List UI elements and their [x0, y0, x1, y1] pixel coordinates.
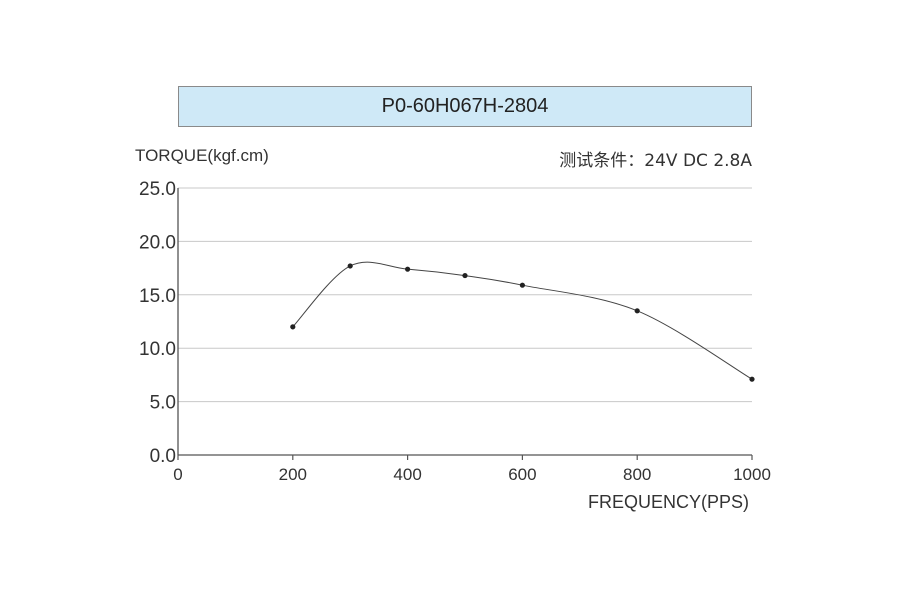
x-tick-label: 1000	[733, 465, 771, 484]
x-axis-label: FREQUENCY(PPS)	[587, 492, 749, 512]
y-tick-label: 5.0	[150, 393, 176, 414]
axes	[177, 188, 753, 460]
y-tick-label: 0.0	[150, 446, 176, 467]
data-series	[290, 261, 755, 382]
x-tick-label: 0	[173, 465, 182, 484]
chart-title: P0-60H067H-2804	[178, 86, 752, 127]
data-point	[519, 282, 526, 288]
series-line	[292, 261, 753, 380]
x-tick-labels: 0 200 400 600 800 1000	[173, 465, 771, 484]
y-axis-label: TORQUE(kgf.cm)	[135, 146, 269, 165]
y-tick-label: 15.0	[139, 286, 176, 307]
x-tick-label: 600	[508, 465, 536, 484]
grid-lines	[178, 187, 752, 403]
data-point	[405, 266, 411, 272]
x-tick-label: 800	[623, 465, 651, 484]
test-condition: 测试条件：24V DC 2.8A	[559, 151, 752, 171]
y-tick-label: 10.0	[139, 339, 176, 360]
x-tick-label: 400	[393, 465, 421, 484]
y-tick-labels: 0.0 5.0 10.0 15.0 20.0 25.0	[139, 179, 176, 467]
y-tick-label: 20.0	[139, 232, 176, 253]
y-tick-label: 25.0	[139, 179, 176, 200]
data-point	[347, 263, 353, 269]
x-tick-label: 200	[279, 465, 307, 484]
data-point	[290, 324, 296, 330]
data-point	[634, 308, 640, 314]
data-point	[749, 376, 755, 382]
data-point	[462, 272, 468, 279]
